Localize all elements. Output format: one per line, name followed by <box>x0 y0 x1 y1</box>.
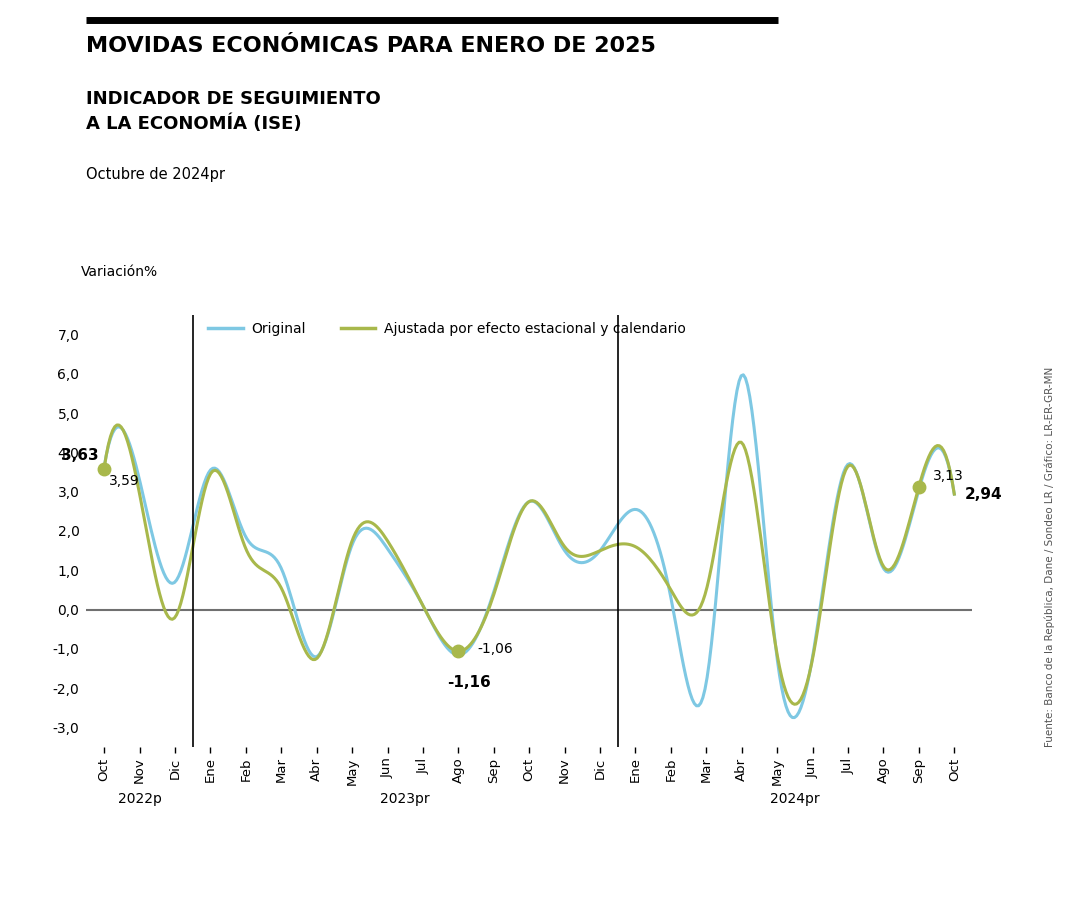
Text: 2024pr: 2024pr <box>770 792 820 806</box>
Text: -1,16: -1,16 <box>447 675 490 689</box>
Text: MOVIDAS ECONÓMICAS PARA ENERO DE 2025: MOVIDAS ECONÓMICAS PARA ENERO DE 2025 <box>86 36 657 56</box>
Legend: Original, Ajustada por efecto estacional y calendario: Original, Ajustada por efecto estacional… <box>208 322 686 336</box>
Text: 2,94: 2,94 <box>964 487 1002 501</box>
Text: Fuente: Banco de la República, Dane / Sondeo LR / Gráfico: LR-ER-GR-MN: Fuente: Banco de la República, Dane / So… <box>1044 367 1055 747</box>
Text: Octubre de 2024pr: Octubre de 2024pr <box>86 166 226 182</box>
Text: 2023pr: 2023pr <box>380 792 430 806</box>
Text: 2022p: 2022p <box>118 792 162 806</box>
Text: Variación%: Variación% <box>81 266 158 280</box>
Text: INDICADOR DE SEGUIMIENTO
A LA ECONOMÍA (ISE): INDICADOR DE SEGUIMIENTO A LA ECONOMÍA (… <box>86 90 381 133</box>
Text: 3,59: 3,59 <box>109 474 140 488</box>
Text: 3,63: 3,63 <box>62 447 98 463</box>
Text: LR: LR <box>988 842 1023 866</box>
Text: 3,13: 3,13 <box>933 469 963 482</box>
Text: -1,06: -1,06 <box>477 643 514 656</box>
